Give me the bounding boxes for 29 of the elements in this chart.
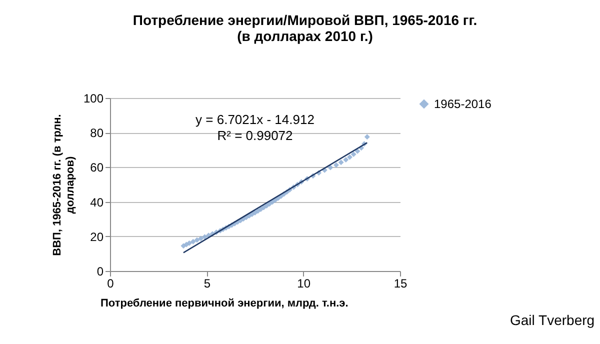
point [328,164,334,170]
text: Gail Tverberg [510,312,595,328]
y-tick-label: 0 [96,264,104,278]
annotation: y = 6.7021x - 14.912 [196,112,314,127]
point [350,151,356,157]
y-tick-label: 80 [90,126,104,140]
legend-label: 1965-2016 [434,97,492,111]
annotation: R² = 0.99072 [217,128,293,143]
point [346,154,352,160]
point [198,236,204,242]
point [333,162,339,168]
point [202,234,208,240]
y-tick-label: 40 [90,195,104,210]
point [364,134,370,140]
x-axis-title: Потребление первичной энергии, млрд. т.н.э. [100,298,348,310]
x-tick-label: 0 [107,276,114,290]
x-tick-label: 5 [204,276,211,290]
y-tick-label: 100 [83,92,104,106]
point [194,237,200,243]
x-tick-label: 10 [297,276,311,290]
point [338,160,344,166]
chart-title: Потребление энергии/Мировой ВВП, 1965-2016 гг. (в долларах 2010 г.) [132,12,478,44]
x-tick-label: 15 [394,276,408,290]
point [343,157,349,162]
y-tick-label: 60 [90,160,104,175]
point [186,240,192,246]
point [190,238,196,244]
y-tick-label: 20 [90,230,104,244]
y-axis-title: ВВП, 1965-2016 гг. (в трлн. долларов) [51,114,76,256]
